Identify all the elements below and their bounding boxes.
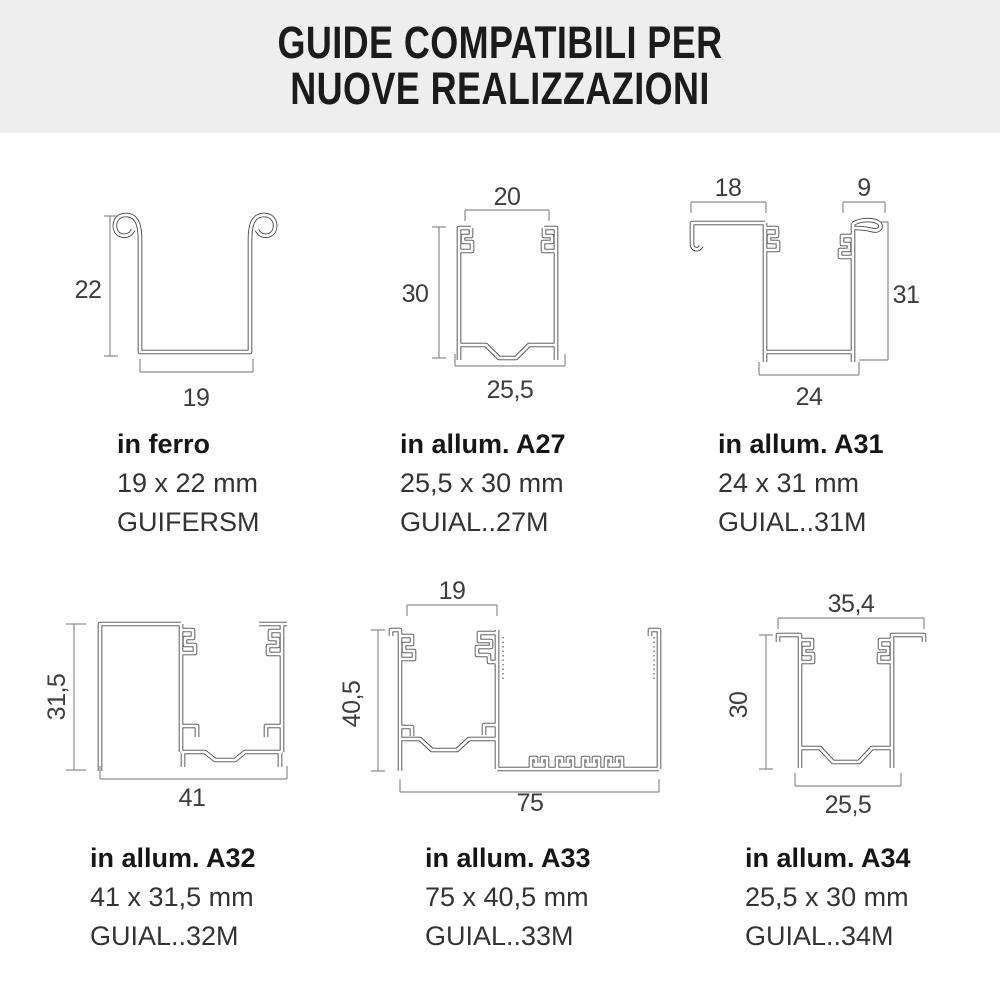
product-size: 75 x 40,5 mm xyxy=(425,882,589,912)
dimension-lines: 18 9 31 24 xyxy=(690,174,920,411)
product-name: in allum. A34 xyxy=(745,843,911,873)
caption-a34: in allum. A34 25,5 x 30 mm GUIAL..34M xyxy=(745,838,911,956)
profile-figure-a34: 35,4 30 25,5 xyxy=(700,580,1000,825)
dim-label-width: 24 xyxy=(796,383,823,411)
product-name: in allum. A32 xyxy=(90,843,256,873)
profile-diagram-a34: 35,4 30 25,5 xyxy=(725,590,1000,819)
product-code: GUIAL..31M xyxy=(718,507,867,537)
profile-figure-a32: 31,5 41 xyxy=(45,585,345,830)
dim-label-top-left: 18 xyxy=(715,174,742,202)
caption-a31: in allum. A31 24 x 31 mm GUIAL..31M xyxy=(718,424,884,542)
header-banner: GUIDE COMPATIBILI PER NUOVE REALIZZAZION… xyxy=(0,0,1000,133)
product-size: 25,5 x 30 mm xyxy=(400,468,564,498)
profile-figure-ferro: 22 19 xyxy=(60,185,330,425)
product-size: 41 x 31,5 mm xyxy=(90,882,254,912)
caption-a27: in allum. A27 25,5 x 30 mm GUIAL..27M xyxy=(400,424,566,542)
dim-label-height: 22 xyxy=(75,276,102,304)
product-size: 24 x 31 mm xyxy=(718,468,860,498)
dim-label-width: 75 xyxy=(517,789,544,817)
profile-diagram-a32: 31,5 41 xyxy=(45,585,345,812)
dim-label-top: 20 xyxy=(494,183,521,211)
dim-label-height: 31 xyxy=(893,281,920,309)
profile-outline xyxy=(459,228,556,360)
profile-figure-a27: 20 30 25,5 xyxy=(370,178,640,428)
page-title-line2: NUOVE REALIZZAZIONI xyxy=(290,63,710,114)
dimension-lines: 20 30 25,5 xyxy=(402,183,566,404)
dimension-lines: 31,5 41 xyxy=(45,623,288,812)
dim-label-top: 19 xyxy=(439,577,466,605)
profile-diagram-a27: 20 30 25,5 xyxy=(402,183,566,404)
product-name: in allum. A33 xyxy=(425,843,591,873)
dim-label-width: 19 xyxy=(183,384,210,412)
dim-label-height: 31,5 xyxy=(45,674,71,721)
dim-label-top: 35,4 xyxy=(828,590,875,618)
product-size: 25,5 x 30 mm xyxy=(745,882,909,912)
profile-outline xyxy=(692,220,881,362)
dim-label-height: 30 xyxy=(402,280,429,308)
profile-diagram-ferro: 22 19 xyxy=(75,185,330,412)
profile-outline xyxy=(391,630,659,771)
product-name: in allum. A31 xyxy=(718,429,884,459)
dim-label-width: 25,5 xyxy=(487,376,534,404)
product-code: GUIAL..33M xyxy=(425,921,574,951)
page-title-line1: GUIDE COMPATIBILI PER xyxy=(277,17,723,68)
product-code: GUIAL..27M xyxy=(400,507,549,537)
product-code: GUIAL..32M xyxy=(90,921,239,951)
dim-label-width: 41 xyxy=(179,784,206,812)
product-size: 19 x 22 mm xyxy=(117,468,259,498)
product-name: in ferro xyxy=(117,429,211,459)
dimension-lines: 35,4 30 25,5 xyxy=(725,590,925,819)
dim-label-width: 25,5 xyxy=(825,791,872,819)
profile-figure-a31: 18 9 31 24 xyxy=(650,168,950,423)
caption-a33: in allum. A33 75 x 40,5 mm GUIAL..33M xyxy=(425,838,591,956)
product-code: GUIAL..34M xyxy=(745,921,894,951)
profile-diagram-a31: 18 9 31 24 xyxy=(650,174,920,411)
product-code: GUIFERSM xyxy=(117,507,260,537)
profile-outline xyxy=(100,624,287,771)
page-title: GUIDE COMPATIBILI PER NUOVE REALIZZAZION… xyxy=(100,0,900,112)
dim-label-height: 30 xyxy=(725,692,753,719)
dimension-lines: 19 40,5 75 xyxy=(340,577,660,817)
knurl-marks xyxy=(502,637,655,680)
caption-ferro: in ferro 19 x 22 mm GUIFERSM xyxy=(117,424,260,542)
profile-outline xyxy=(115,215,275,352)
profile-outline xyxy=(778,635,924,768)
dim-label-height: 40,5 xyxy=(340,681,366,728)
dim-label-top-right: 9 xyxy=(857,174,870,202)
caption-a32: in allum. A32 41 x 31,5 mm GUIAL..32M xyxy=(90,838,256,956)
product-name: in allum. A27 xyxy=(400,429,566,459)
profile-figure-a33: 19 40,5 75 xyxy=(340,575,680,820)
profile-diagram-a33: 19 40,5 75 xyxy=(340,577,680,817)
dimension-lines: 22 19 xyxy=(75,215,254,412)
